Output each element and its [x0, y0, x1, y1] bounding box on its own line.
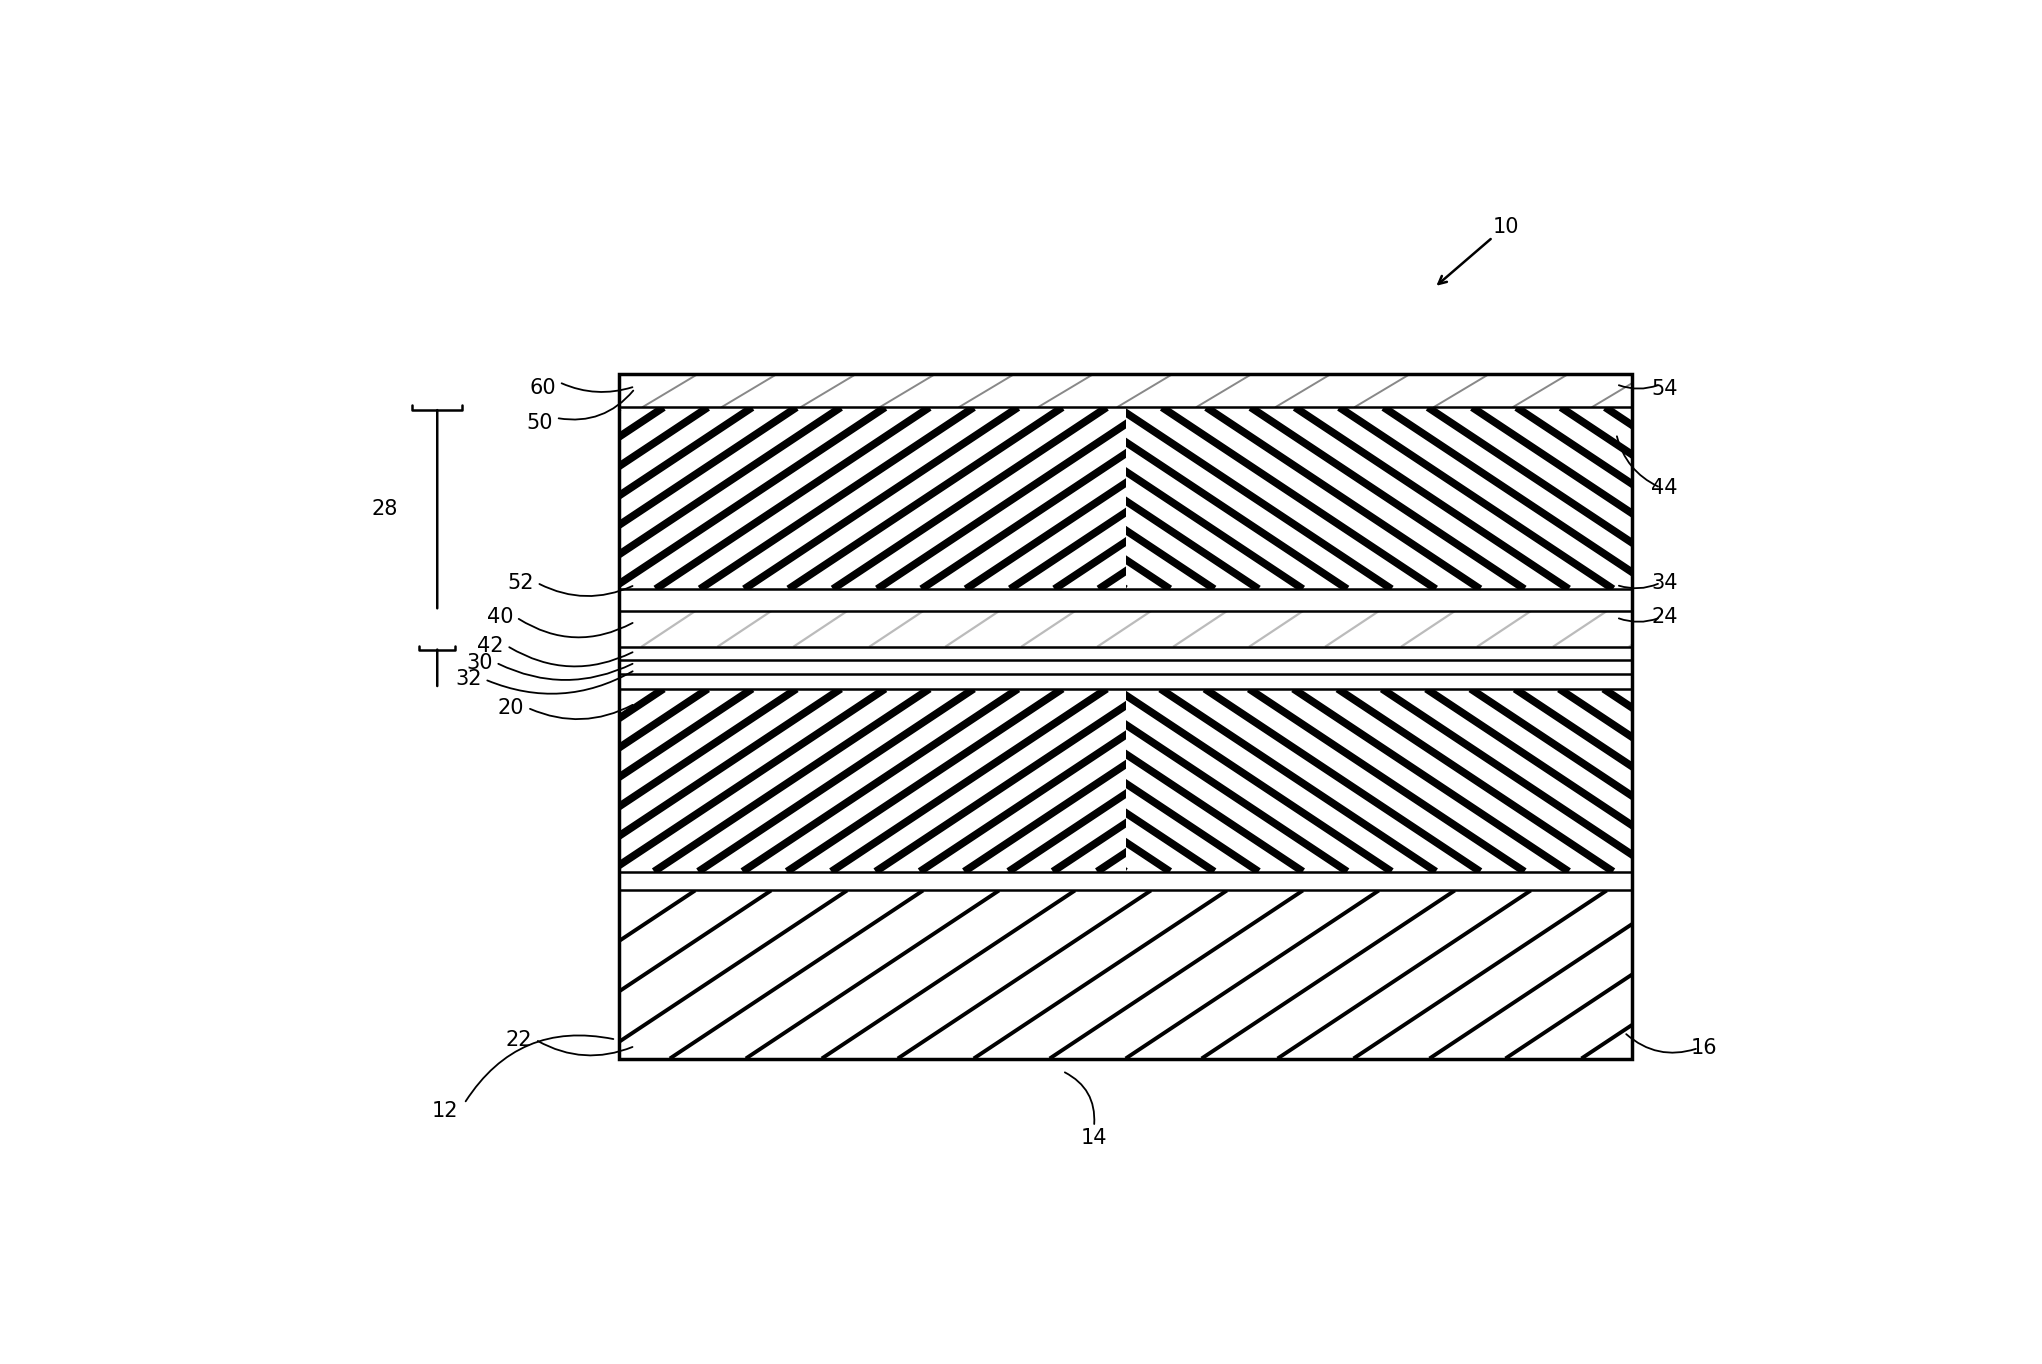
Text: 10: 10	[1493, 217, 1519, 237]
Bar	[619, 374, 1632, 1058]
Text: 50: 50	[527, 412, 553, 432]
Text: 40: 40	[486, 607, 513, 627]
Bar	[619, 674, 1632, 689]
Text: 20: 20	[498, 698, 525, 717]
Text: 42: 42	[478, 636, 504, 656]
Bar	[619, 374, 1632, 1058]
Text: 16: 16	[1691, 1038, 1717, 1058]
Text: 22: 22	[506, 1030, 533, 1050]
Bar	[619, 374, 1632, 408]
Text: 28: 28	[372, 499, 398, 520]
Bar	[619, 589, 1632, 611]
Bar	[1125, 408, 1632, 589]
Bar	[619, 374, 1632, 408]
Bar	[619, 660, 1632, 674]
Text: 34: 34	[1652, 573, 1679, 593]
Text: 32: 32	[455, 670, 482, 689]
Bar	[619, 408, 1632, 589]
Bar	[619, 647, 1632, 660]
Bar	[619, 891, 1632, 1058]
Bar	[619, 689, 1125, 872]
Bar	[619, 872, 1632, 891]
Bar	[619, 891, 1632, 1058]
Text: 12: 12	[433, 1101, 457, 1121]
Text: 14: 14	[1080, 1128, 1107, 1148]
Text: 52: 52	[506, 573, 533, 593]
Text: 24: 24	[1652, 607, 1679, 627]
Text: 44: 44	[1652, 477, 1679, 498]
Bar	[619, 408, 1125, 589]
Bar	[619, 689, 1632, 872]
Text: 54: 54	[1652, 379, 1679, 400]
Text: 60: 60	[529, 378, 555, 398]
Text: 30: 30	[466, 652, 492, 672]
Bar	[619, 611, 1632, 647]
Bar	[1125, 689, 1632, 872]
Bar	[619, 611, 1632, 647]
